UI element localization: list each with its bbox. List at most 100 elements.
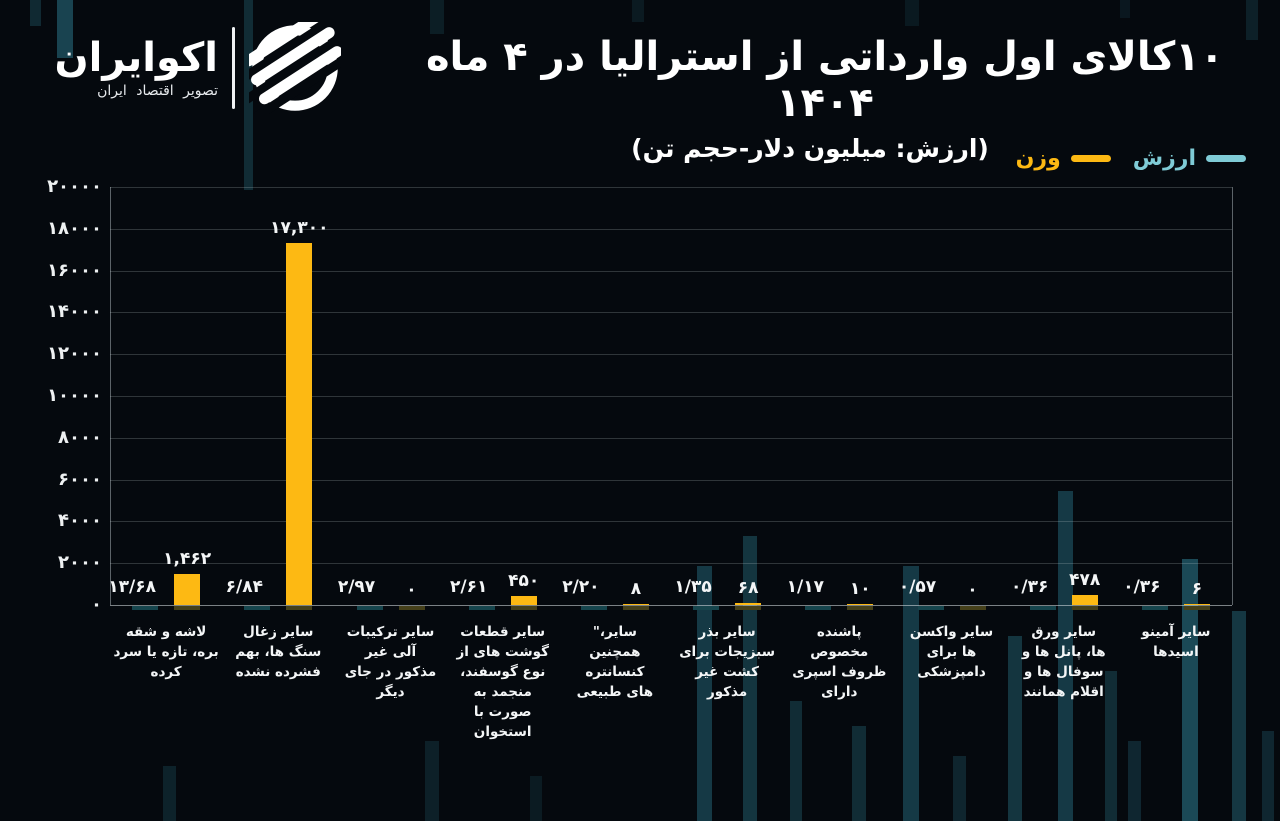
value-data-label: ۲/۶۱ [450,577,488,597]
category-label-line: مخصوص [810,644,869,660]
weight-bar [1071,595,1098,605]
value-data-label: ۶/۸۴ [225,577,263,597]
value-bar [917,606,944,610]
weight-series-swatch [1070,155,1111,162]
category-label-line: کرده [150,664,182,680]
weight-bar [174,574,201,605]
value-data-label: ۱/۱۷ [786,577,824,597]
chart-units-subtitle: (ارزش: میلیون دلار-حجم تن) [631,134,989,163]
y-axis-tick-label: ۱۴۰۰۰ [47,301,102,323]
category-label-line: بره، تازه یا سرد [113,644,219,660]
category-label: سایر بذر سبزیجات برای کشت غیر مذکور [671,622,783,702]
category-label: سایر واکسن ها برای دامپزشکی [895,622,1007,682]
page-title: ۱۰کالای اول وارداتی از استرالیا در ۴ ماه… [425,34,1225,126]
ecoiran-logo: اکوایران تصویر اقتصاد ایران [28,22,341,114]
gridline-0 [110,605,1232,606]
category-label: سایر،" همچنین کنسانتره های طبیعی [559,622,671,702]
weight-bar-base [174,606,201,610]
category-label-line: ها برای [926,644,977,660]
category-label-line: مذکور در جای [344,664,437,680]
category-label-line: استخوان [473,724,532,740]
ecoiran-mark-icon [248,22,341,114]
value-data-label: ۰/۳۶ [1011,577,1049,597]
chart-legend: ارزش وزن [1016,146,1246,171]
category-label-line: نوع گوسفند، [460,664,546,680]
weight-data-label: ۶۸ [737,578,759,598]
gridline-2000 [110,563,1232,565]
category-label-line: منجمد به [473,684,532,700]
value-bar [580,606,607,610]
value-data-label: ۱۳/۶۸ [108,577,156,597]
weight-bar-base [959,606,986,610]
gridline-6000 [110,479,1232,481]
value-data-label: ۰/۵۷ [898,577,937,597]
gridline-8000 [110,437,1232,439]
logo-text-block: اکوایران تصویر اقتصاد ایران [28,37,218,99]
gridline-20000 [110,187,1232,188]
weight-bar [847,604,874,605]
y-axis-tick-label: ۲۰۰۰۰ [47,176,102,197]
category-label-line: سایر قطعات [460,624,546,640]
y-axis-tick-label: ۱۰۰۰۰ [47,385,102,406]
value-bar [356,606,383,610]
value-data-label: ۱/۳۵ [674,577,712,597]
value-bar [693,606,720,610]
weight-bar-base [622,606,649,610]
y-axis-tick-label: ۱۸۰۰۰ [47,217,102,239]
value-bar [1141,606,1168,610]
category-label-line: فشرده نشده [235,664,321,680]
gridline-12000 [110,354,1232,356]
value-data-label: ۲/۲۰ [562,577,600,597]
category-label: پاشنده مخصوص ظروف اسپری دارای [783,622,895,702]
category-label-line: پاشنده [816,624,862,640]
gridline-14000 [110,312,1232,314]
y-axis-tick-label: ۲۰۰۰ [58,552,102,574]
category-label: سایر ترکیبات آلی غیر مذکور در جای دیگر [334,622,446,702]
y-axis-tick-label: ۱۲۰۰۰ [47,343,102,365]
category-label-line: دیگر [376,684,405,700]
category-label-line: صورت با [473,704,532,720]
category-label-line: سایر ورق [1031,624,1097,640]
weight-bar-base [735,606,762,610]
category-label-line: های طبیعی [576,684,654,700]
brand-name: اکوایران [54,35,218,81]
category-label-line: سایر واکسن [909,624,994,640]
weight-data-label: ۱,۴۶۲ [163,549,212,570]
legend-item-value: ارزش [1133,146,1246,171]
weight-bar-base [398,606,425,610]
category-label-line: کنسانتره [585,664,645,680]
value-bar [468,606,495,610]
gridline-18000 [110,228,1232,230]
weight-bar [622,604,649,605]
category-label: سایر قطعات گوشت های از نوع گوسفند، منجمد به… [447,622,559,742]
gridline-16000 [110,270,1232,272]
legend-label-weight: وزن [1015,146,1061,171]
weight-data-label: ۰ [967,580,978,600]
category-label-line: همچنین [589,644,641,660]
category-label-line: سبزیجات برای [679,644,775,660]
weight-data-label: ۰ [406,580,417,600]
y-axis-line [110,187,111,605]
y-axis-tick-label: ۰ [91,594,102,615]
category-label-line: آلی غیر [364,644,417,660]
weight-bar-base [510,606,537,610]
weight-data-label: ۱۰ [849,579,871,599]
plot-right-border [1232,187,1233,605]
category-label-line: لاشه و شقه [125,624,207,640]
category-label-line: دامپزشکی [917,664,986,680]
category-label-line: سایر بذر [698,624,756,640]
legend-item-weight: وزن [1016,146,1111,171]
category-label-line: سایر زغال [243,624,314,640]
category-label-line: سوفال ها و [1023,664,1104,680]
y-axis-tick-label: ۱۶۰۰۰ [47,259,102,281]
value-bar [1029,606,1056,610]
category-label: سایر آمینو اسیدها [1120,622,1232,662]
value-bar [805,606,832,610]
y-axis-tick-label: ۶۰۰۰ [58,468,102,490]
category-label-line: دارای [821,684,858,700]
category-label: سایر زغال سنگ ها، بهم فشرده نشده [222,622,334,682]
legend-label-value: ارزش [1132,146,1196,171]
brand-tagline: تصویر اقتصاد ایران [97,83,218,99]
category-label-line: سایر آمینو [1141,624,1211,640]
